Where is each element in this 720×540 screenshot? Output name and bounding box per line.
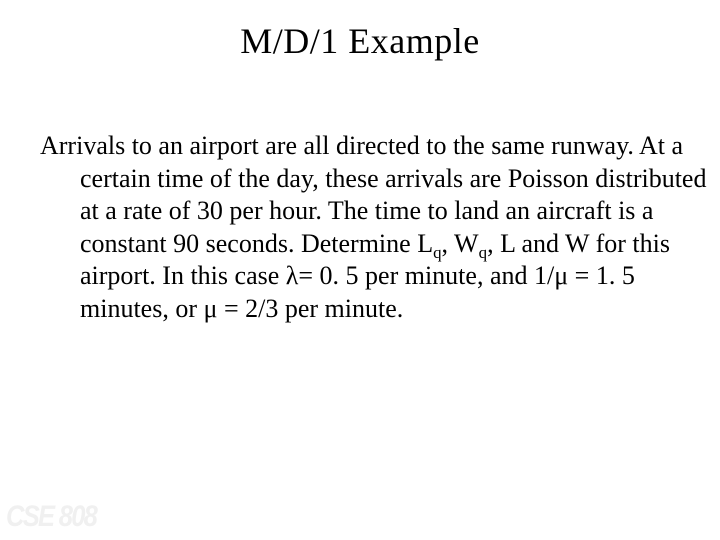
mu-symbol: μ (204, 294, 218, 323)
body-text-part: = 0. 5 per minute, and 1/ (298, 261, 554, 290)
body-text-part: , W (442, 229, 479, 258)
subscript-q: q (433, 243, 441, 262)
body-text-part: = 2/3 per minute. (217, 294, 403, 323)
body-paragraph: Arrivals to an airport are all directed … (40, 130, 720, 325)
mu-symbol: μ (554, 261, 568, 290)
slide: M/D/1 Example Arrivals to an airport are… (0, 0, 720, 540)
slide-title: M/D/1 Example (0, 20, 720, 62)
footer-course-code: CSE 808 (6, 500, 96, 534)
subscript-q: q (479, 243, 487, 262)
lambda-symbol: λ (286, 261, 299, 290)
